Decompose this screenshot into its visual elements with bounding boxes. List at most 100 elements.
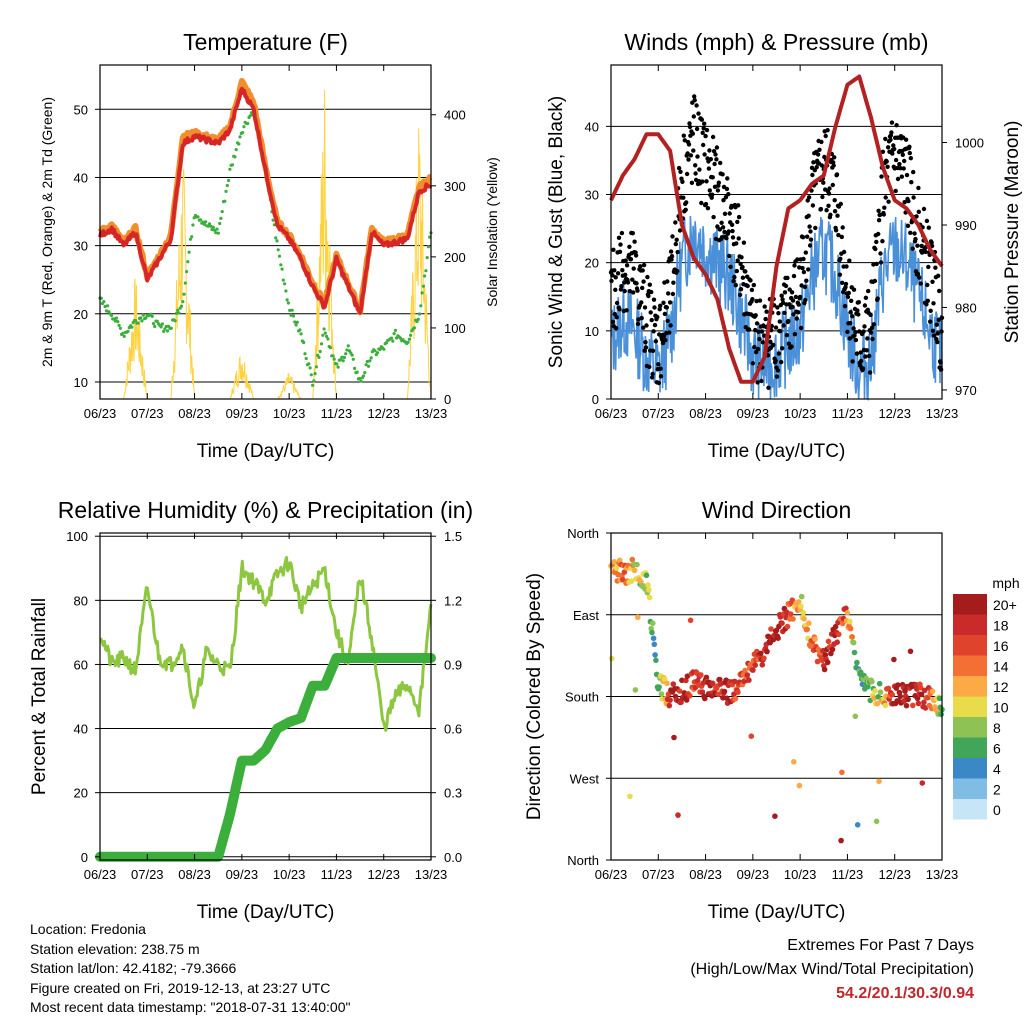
gust-point [677,228,683,233]
gust-point [840,280,845,285]
gust-point [898,166,903,171]
gust-point [855,308,860,313]
legend-swatch [953,676,987,697]
x-tick-label: 10/23 [273,406,306,421]
gust-point [876,208,881,213]
dewpoint-point [363,371,367,375]
gust-point [867,370,873,375]
gust-point [656,362,661,367]
gust-point [638,264,643,269]
gust-point [904,172,910,178]
y-tick-label: 80 [74,593,88,608]
dewpoint-point [126,329,130,333]
gust-point [936,273,941,278]
gust-point [759,378,764,384]
gust-point [658,374,664,379]
x-tick-label: 10/23 [784,406,817,421]
gust-point [876,231,881,237]
gust-point [895,176,901,182]
gust-point [864,348,869,353]
dewpoint-point [303,352,307,356]
y-tick-label: 40 [74,170,88,185]
gust-point [673,220,678,225]
dewpoint-point [114,316,119,320]
x-tick-label: 09/23 [737,867,770,882]
y2-tick-label: 1.2 [444,593,462,608]
latlon-text: Station lat/lon: 42.4182; -79.3666 [30,960,237,976]
gust-point [648,310,653,315]
gust-point [663,338,668,343]
legend-label: 8 [993,720,1001,736]
dewpoint-point [118,326,122,330]
gust-point [722,211,728,216]
dewpoint-point [425,256,429,260]
gust-point [926,225,931,230]
dewpoint-point [417,312,422,316]
dewpoint-point [160,322,164,326]
gust-point [785,275,790,281]
dewpoint-point [389,336,394,340]
gust-point [697,167,702,172]
gust-point [724,236,729,241]
gust-point [873,246,878,252]
gust-point [658,366,663,371]
direction-point [822,652,829,658]
gust-point [687,124,693,130]
legend-swatch [953,737,987,758]
gust-point [673,241,678,247]
direction-point [850,639,857,646]
gust-point [846,290,851,296]
gust-point [705,206,711,211]
gust-point [710,175,715,180]
direction-point [895,682,901,688]
legend-swatch [953,758,987,779]
gust-point [893,157,899,163]
dewpoint-point [186,260,190,264]
direction-point [731,678,738,685]
gust-point [808,229,813,234]
gust-point [616,235,622,240]
legend-swatch [953,799,987,820]
gust-point [778,329,783,334]
gust-point [649,375,655,380]
dewpoint-point [318,349,322,354]
dewpoint-point [313,372,317,376]
gust-point [907,144,912,149]
gust-point [692,94,697,99]
dewpoint-point [130,325,134,329]
gust-point [843,285,848,290]
gust-point [694,126,700,132]
dewpoint-point [230,163,234,167]
x-tick-label: 09/23 [226,867,259,882]
legend-swatch [953,655,987,676]
gust-point [675,249,680,255]
dewpoint-point [321,333,325,337]
dewpoint-point [293,320,297,324]
gust-point [719,235,725,240]
gust-point [719,220,724,225]
gust-point [636,317,641,322]
gust-point [675,268,680,274]
gust-point [870,336,875,342]
dewpoint-point [335,362,339,366]
direction-point [876,680,883,687]
dewpoint-point [294,323,298,327]
gust-point [646,293,651,299]
y2-tick-label: 400 [444,108,466,123]
dewpoint-point [332,357,336,361]
gust-point [740,275,746,280]
gust-point [716,180,721,185]
direction-point [721,688,728,695]
y2-tick-label: 0.0 [444,850,462,865]
dewpoint-point [187,250,191,254]
gust-point [681,133,686,138]
direction-point [715,691,721,698]
gust-point [713,236,719,242]
gust-point [813,225,818,231]
gust-point [863,354,868,359]
gust-point [871,262,876,267]
dewpoint-point [102,300,106,304]
direction-point [652,652,658,658]
direction-point [824,659,831,666]
gust-point [919,250,925,255]
